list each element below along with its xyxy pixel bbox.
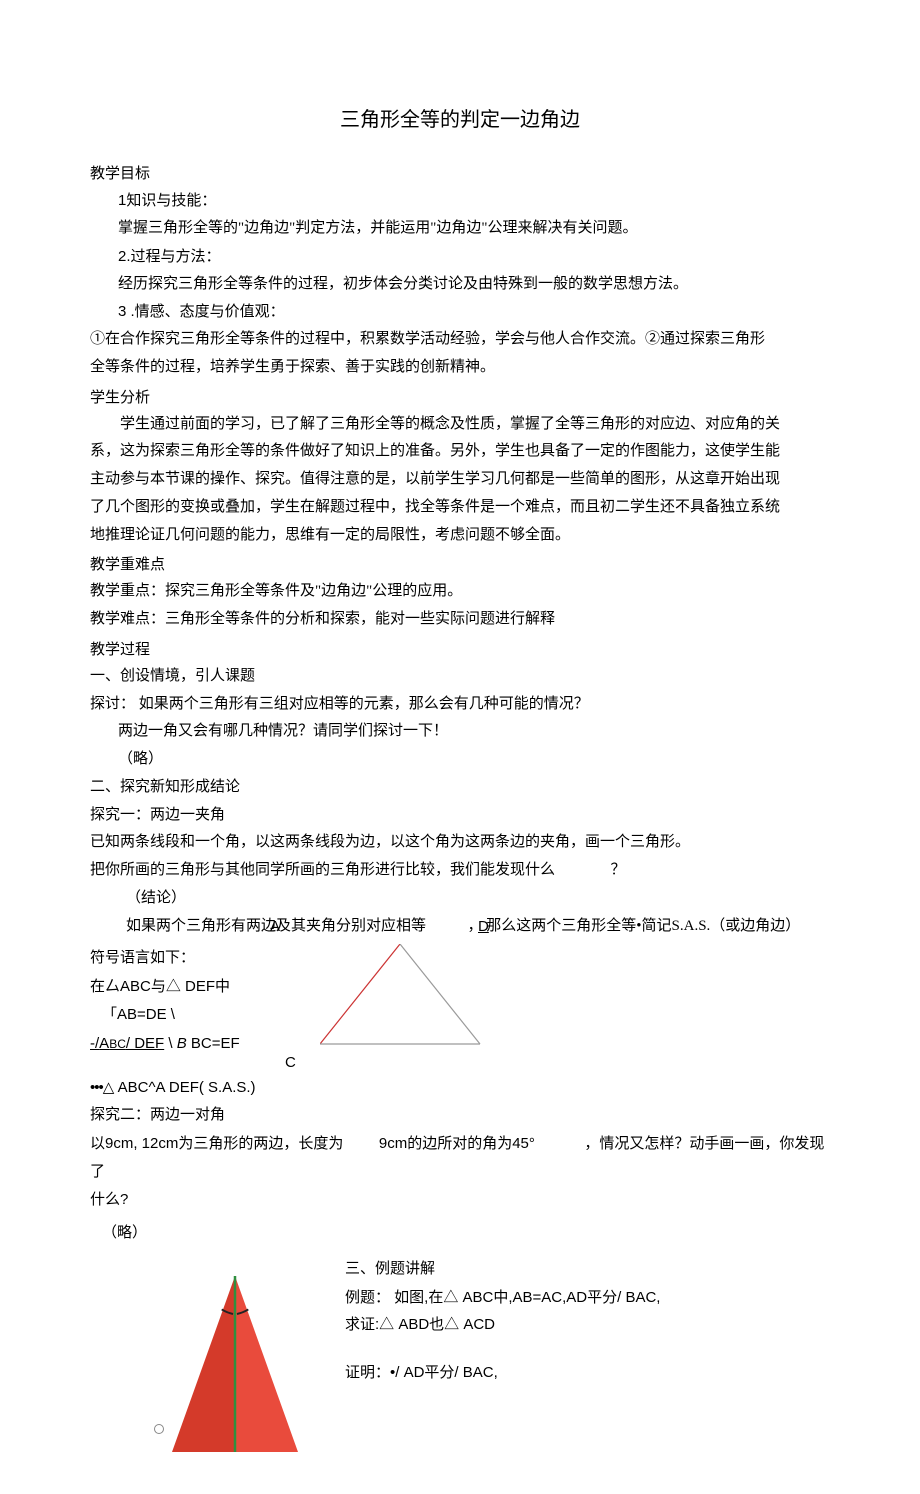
sa-line-4: 了几个图形的变换或叠加，学生在解题过程中，找全等条件是一个难点，而且初二学生还不… (90, 494, 830, 522)
sa-line-2: 系，这为探索三角形全等的条件做好了知识上的准备。另外，学生也具备了一定的作图能力… (90, 438, 830, 466)
document-page: 三角形全等的判定一边角边 教学目标 1知识与技能： 掌握三角形全等的"边角边"判… (0, 0, 920, 1494)
part2-line5: 如果两个三角形有两边及其夹角分别对应相等 ， 那么这两个三角形全等•简记S.A.… (90, 913, 830, 941)
goal2-text: 经历探究三角形全等条件的过程，初步体会分类讨论及由特殊到一般的数学思想方法。 (90, 271, 830, 299)
keypoint-1: 教学重点：探究三角形全等条件及"边角边"公理的应用。 (90, 578, 830, 606)
syml3g: BC=EF (187, 1035, 240, 1052)
sa-line-3: 主动参与本节课的操作、探究。值得注意的是，以前学生学习几何都是一些简单的图形，从… (90, 466, 830, 494)
sa-line-1: 学生通过前面的学习，已了解了三角形全等的概念及性质，掌握了全等三角形的对应边、对… (90, 411, 830, 439)
part1-line3: （略） (90, 746, 830, 774)
sym-conclusion: •••△ ABC^A DEF( S.A.S.) (90, 1074, 830, 1102)
syml3c: BC (109, 1037, 126, 1051)
symbol-language-column: 符号语言如下： 在厶ABC与△ DEF中 「AB=DE \ -/ABC/ DEF… (90, 944, 330, 1058)
part3-line3: 什么? (90, 1186, 830, 1214)
sym-line2: 「AB=DE \ (90, 1001, 330, 1030)
ex-line3: 证明：•/ AD平分/ BAC, (345, 1359, 830, 1387)
sym-concl-b: △ ABC^A DEF( S.A.S.) (103, 1079, 256, 1096)
syml3a: -/ (90, 1035, 99, 1052)
part1-line1: 探讨： 如果两个三角形有三组对应相等的元素，那么会有几种可能的情况？ (90, 691, 830, 719)
heading-student-analysis: 学生分析 (90, 386, 830, 407)
triangle1-right-edge (400, 944, 480, 1044)
part2-line2: 已知两条线段和一个角，以这两条线段为边，以这个角为这两条边的夹角，画一个三角形。 (90, 829, 830, 857)
keypoint-2: 教学难点：三角形全等条件的分析和探索，能对一些实际问题进行解释 (90, 606, 830, 634)
triangle1-left-edge (320, 944, 400, 1044)
syml3e: \ (164, 1035, 177, 1052)
triangle-diagram-1 (320, 944, 490, 1054)
ex-line2: 求证:△ ABD也△ ACD (345, 1311, 830, 1339)
goal1-label: 1知识与技能： (90, 187, 830, 215)
sym-line3: -/ABC/ DEF \ B BC=EF (90, 1030, 330, 1059)
ex-line1: 例题： 如图,在△ ABC中,AB=AC,AD平分/ BAC, (345, 1284, 830, 1312)
part2-heading: 二、探究新知形成结论 (90, 774, 830, 802)
p2l5b-text: ， 那么这两个三角形全等•简记S.A.S.（或边角边） (468, 918, 801, 934)
syml3b: A (99, 1035, 109, 1052)
goal3-label: 3 .情感、态度与价值观： (90, 298, 830, 326)
part2-line1: 探究一：两边一夹角 (90, 802, 830, 830)
vertex-label-d: D (478, 918, 489, 935)
iso-right-half (235, 1276, 298, 1452)
part2-line4: （结论） (90, 885, 830, 913)
syml3d: / DEF (126, 1035, 164, 1052)
vertex-label-a: A (270, 918, 280, 935)
sym-heading: 符号语言如下： (90, 944, 330, 973)
example-block: 三、例题讲解 例题： 如图,在△ ABC中,AB=AC,AD平分/ BAC, 求… (90, 1254, 830, 1454)
heading-process: 教学过程 (90, 638, 830, 659)
heading-keypoints: 教学重难点 (90, 553, 830, 574)
goal3-text-2: 全等条件的过程，培养学生勇于探索、善于实践的创新精神。 (90, 354, 830, 382)
goal2-label: 2.过程与方法： (90, 243, 830, 271)
syml3f: B (177, 1035, 187, 1052)
part3-line2: 以9cm, 12cm为三角形的两边，长度为 9cm的边所对的角为45° ，情况又… (90, 1130, 830, 1187)
goal3-text-1: ①在合作探究三角形全等条件的过程中，积累数学活动经验，学会与他人合作交流。②通过… (90, 326, 830, 354)
part1-line2: 两边一角又会有哪几种情况？请同学们探讨一下！ (90, 718, 830, 746)
document-title: 三角形全等的判定一边角边 (90, 103, 830, 132)
decorative-dot (154, 1424, 164, 1434)
sa-line-5: 地推理论证几何问题的能力，思维有一定的局限性，考虑问题不够全面。 (90, 522, 830, 550)
triangle-figure-block: A D C 符号语言如下： 在厶ABC与△ DEF中 「AB=DE \ -/AB… (90, 944, 830, 1074)
p2l3a-text: 把你所画的三角形与其他同学所画的三角形进行比较，我们能发现什么 (90, 862, 555, 878)
part3-line1: 探究二：两边一对角 (90, 1102, 830, 1130)
p2l3b-text: ？ (611, 862, 626, 878)
sym-concl-a: ••• (90, 1079, 103, 1096)
heading-objectives: 教学目标 (90, 162, 830, 183)
p3l2a: 以9cm, 12cm为三角形的两边，长度为 (90, 1135, 343, 1152)
goal1-text: 掌握三角形全等的"边角边"判定方法，并能运用"边角边"公理来解决有关问题。 (90, 215, 830, 243)
part2-line3: 把你所画的三角形与其他同学所画的三角形进行比较，我们能发现什么 ？ (90, 857, 830, 885)
example-text-column: 三、例题讲解 例题： 如图,在△ ABC中,AB=AC,AD平分/ BAC, 求… (345, 1254, 830, 1387)
part3-line4: （略） (90, 1220, 830, 1248)
part1-heading: 一、创设情境，引人课题 (90, 663, 830, 691)
p3l2b: 9cm的边所对的角为45° (379, 1135, 535, 1152)
sym-line1: 在厶ABC与△ DEF中 (90, 973, 330, 1002)
ex-heading: 三、例题讲解 (345, 1256, 830, 1284)
iso-left-half (172, 1276, 235, 1452)
